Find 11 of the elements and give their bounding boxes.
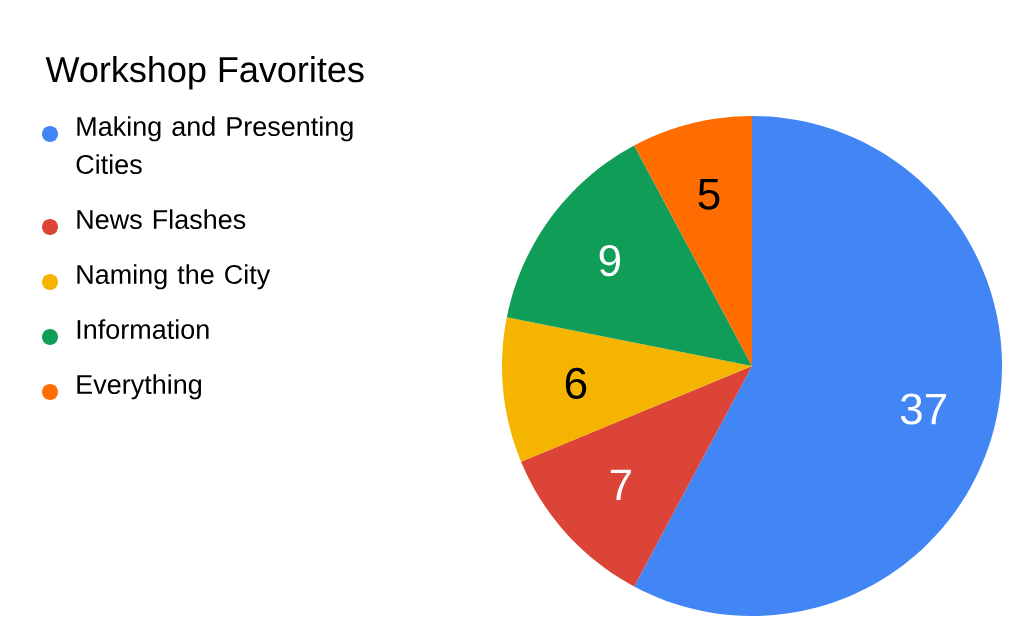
legend-label: Information — [77, 319, 209, 340]
data-label: 5 — [698, 178, 720, 210]
legend-label: News Flashes — [77, 209, 246, 230]
data-label: 37 — [900, 393, 946, 425]
legend-label: Making and Presenting Cities — [76, 116, 353, 175]
data-label: 7 — [610, 469, 631, 500]
legend-label: Naming the City — [77, 264, 271, 290]
chart-title: Workshop Favorites — [45, 55, 364, 90]
legend-label: Everything — [77, 374, 202, 400]
data-label: 9 — [599, 245, 620, 277]
data-label: 6 — [565, 367, 587, 399]
